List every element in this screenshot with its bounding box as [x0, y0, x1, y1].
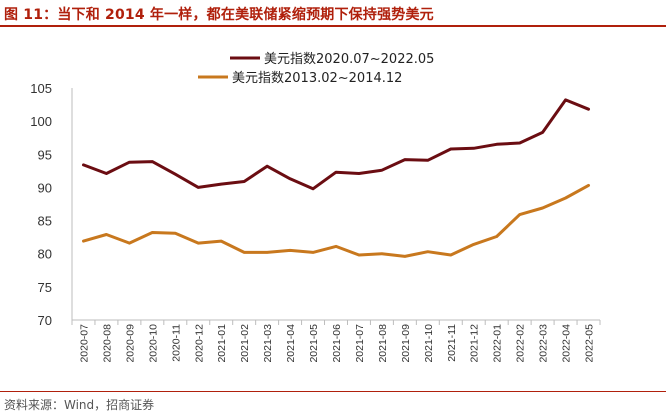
x-tick-label: 2022-02 [515, 324, 527, 363]
x-tick-label: 2022-01 [492, 324, 504, 363]
data-point [197, 186, 200, 189]
x-tick-label: 2021-03 [262, 324, 274, 363]
data-point [541, 131, 544, 134]
data-point [311, 251, 315, 254]
x-tick-label: 2020-09 [124, 324, 136, 363]
data-point [105, 172, 108, 175]
x-tick-label: 2020-07 [78, 324, 90, 363]
x-tick-label: 2021-04 [285, 324, 297, 363]
chart-legend: 美元指数2020.07~2022.05 美元指数2013.02~2014.12 [198, 52, 434, 86]
x-axis-ticks: 2020-07 2020-08 2020-09 2020-10 2020-11 2020-… [71, 320, 601, 363]
data-point [472, 147, 475, 150]
data-point [288, 249, 292, 252]
x-tick-label: 2021-06 [331, 324, 343, 363]
data-point [82, 163, 85, 167]
x-tick-label: 2021-08 [377, 324, 389, 363]
data-point [403, 255, 407, 258]
data-point [334, 245, 338, 248]
data-point [105, 233, 108, 236]
data-point [82, 239, 85, 243]
data-point [587, 184, 590, 187]
data-point [311, 187, 315, 190]
data-point [288, 177, 292, 181]
source-note: 资料来源：Wind，招商证券 [4, 398, 155, 412]
data-point [564, 98, 567, 102]
x-tick-label: 2022-05 [584, 324, 596, 363]
x-tick-label: 2021-07 [354, 324, 366, 363]
data-point [265, 165, 269, 168]
data-point [174, 231, 177, 235]
data-point [495, 235, 498, 238]
y-tick-label: 75 [38, 280, 52, 295]
series-line-1 [82, 98, 590, 191]
x-tick-label: 2022-03 [538, 324, 550, 363]
data-point [564, 196, 567, 200]
data-point [151, 160, 154, 163]
x-tick-label: 2022-04 [561, 324, 573, 363]
x-tick-label: 2021-12 [469, 324, 481, 363]
data-point [518, 141, 521, 145]
x-tick-label: 2020-10 [147, 324, 159, 363]
data-point [541, 206, 544, 210]
data-point [265, 251, 269, 254]
x-tick-label: 2020-11 [170, 324, 182, 362]
y-tick-label: 70 [38, 313, 52, 328]
x-tick-label: 2021-10 [423, 324, 435, 363]
y-tick-label: 90 [38, 180, 52, 195]
y-tick-label: 95 [38, 147, 52, 162]
y-axis-ticks: 70 75 80 85 90 95 100 105 [30, 81, 52, 328]
x-tick-label: 2021-05 [308, 324, 320, 363]
x-tick-label: 2021-09 [400, 324, 412, 363]
data-point [357, 172, 361, 175]
data-point [151, 231, 154, 234]
data-point [518, 213, 521, 216]
x-tick-label: 2020-08 [101, 324, 113, 363]
data-point [334, 170, 338, 174]
data-point [220, 182, 223, 186]
line-chart: 70 75 80 85 90 95 100 105 2020-07 2020-08 2020-09… [30, 52, 601, 363]
data-point [357, 253, 361, 257]
data-point [242, 180, 246, 183]
data-point [197, 241, 200, 245]
data-point [495, 143, 498, 146]
data-point [174, 172, 177, 176]
data-point [449, 253, 452, 257]
data-point [128, 161, 131, 164]
y-tick-label: 100 [30, 114, 52, 129]
title-divider [0, 25, 666, 27]
x-tick-label: 2021-11 [446, 324, 458, 362]
data-point [472, 243, 475, 246]
x-tick-label: 2021-01 [216, 324, 228, 363]
figure-title: 图 11：当下和 2014 年一样，都在美联储紧缩预期下保持强势美元 [4, 7, 434, 23]
data-point [128, 241, 131, 245]
footer-divider [0, 391, 666, 392]
data-point [380, 168, 384, 172]
data-point [403, 158, 407, 161]
data-point [380, 252, 384, 255]
chart-axes [71, 88, 600, 321]
y-tick-label: 80 [38, 247, 52, 262]
data-point [242, 251, 246, 254]
x-tick-label: 2020-12 [193, 324, 205, 363]
data-point [587, 108, 590, 111]
y-tick-label: 105 [30, 81, 52, 96]
y-tick-label: 85 [38, 214, 52, 229]
legend-label: 美元指数2020.07~2022.05 [264, 52, 434, 67]
data-point [449, 147, 452, 151]
x-tick-label: 2021-02 [239, 324, 251, 363]
data-point [426, 250, 430, 253]
data-point [220, 239, 223, 243]
data-point [426, 159, 430, 162]
series-lines [82, 98, 590, 258]
legend-label: 美元指数2013.02~2014.12 [232, 71, 402, 86]
